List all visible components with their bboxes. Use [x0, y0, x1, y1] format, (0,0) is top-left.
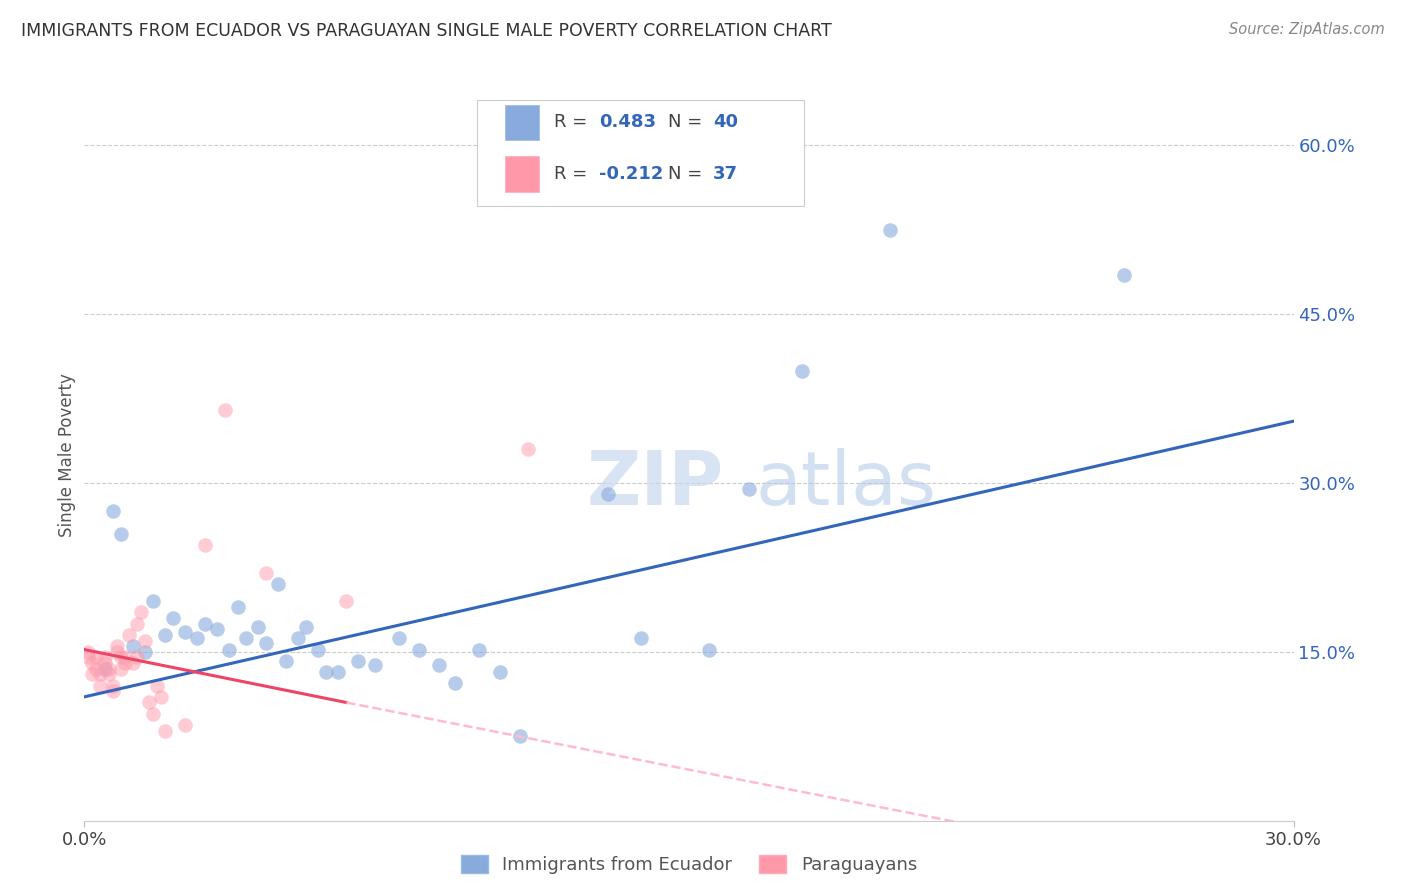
Text: R =: R =	[554, 165, 592, 183]
Point	[138, 696, 160, 710]
Point	[335, 594, 357, 608]
Point	[879, 223, 901, 237]
Point	[162, 611, 184, 625]
Point	[509, 729, 531, 743]
Point	[93, 662, 115, 676]
Point	[427, 658, 450, 673]
Text: N =: N =	[668, 113, 709, 131]
Text: Source: ZipAtlas.com: Source: ZipAtlas.com	[1229, 22, 1385, 37]
Point	[174, 718, 197, 732]
Point	[142, 706, 165, 721]
Text: IMMIGRANTS FROM ECUADOR VS PARAGUAYAN SINGLE MALE POVERTY CORRELATION CHART: IMMIGRANTS FROM ECUADOR VS PARAGUAYAN SI…	[21, 22, 832, 40]
Point	[186, 632, 208, 646]
Point	[134, 645, 156, 659]
FancyBboxPatch shape	[478, 100, 804, 206]
Point	[121, 656, 143, 670]
Point	[134, 633, 156, 648]
Point	[110, 650, 132, 665]
Point	[307, 642, 329, 657]
Point	[89, 667, 111, 681]
Text: 40: 40	[713, 113, 738, 131]
Point	[105, 645, 128, 659]
Point	[207, 623, 229, 637]
Point	[246, 620, 269, 634]
Point	[347, 654, 370, 668]
Point	[254, 636, 277, 650]
Point	[444, 676, 467, 690]
Point	[174, 624, 197, 639]
Point	[82, 656, 104, 670]
Point	[363, 658, 385, 673]
Point	[274, 654, 297, 668]
Point	[790, 363, 813, 377]
Point	[118, 628, 141, 642]
Point	[630, 632, 652, 646]
Point	[194, 538, 217, 552]
Point	[194, 616, 217, 631]
FancyBboxPatch shape	[505, 156, 538, 192]
Legend: Immigrants from Ecuador, Paraguayans: Immigrants from Ecuador, Paraguayans	[454, 847, 924, 881]
Point	[97, 662, 120, 676]
Point	[114, 656, 136, 670]
Point	[77, 650, 100, 665]
Point	[97, 667, 120, 681]
Point	[267, 577, 290, 591]
Point	[697, 642, 720, 657]
Point	[93, 656, 115, 670]
Point	[105, 639, 128, 653]
Point	[1114, 268, 1136, 282]
Point	[153, 628, 176, 642]
Point	[149, 690, 172, 704]
Point	[101, 679, 124, 693]
Point	[93, 650, 115, 665]
Point	[101, 504, 124, 518]
Point	[214, 403, 236, 417]
Point	[218, 642, 240, 657]
Point	[287, 632, 309, 646]
Point	[598, 487, 620, 501]
Point	[254, 566, 277, 580]
FancyBboxPatch shape	[505, 105, 538, 140]
Point	[295, 620, 318, 634]
Point	[146, 679, 169, 693]
Text: N =: N =	[668, 165, 709, 183]
Point	[110, 526, 132, 541]
Point	[328, 665, 350, 679]
Point	[408, 642, 430, 657]
Point	[516, 442, 538, 457]
Text: -0.212: -0.212	[599, 165, 664, 183]
Point	[125, 616, 148, 631]
Point	[82, 667, 104, 681]
Point	[153, 723, 176, 738]
Point	[468, 642, 491, 657]
Point	[226, 599, 249, 614]
Point	[315, 665, 337, 679]
Text: ZIP: ZIP	[586, 448, 724, 521]
Point	[142, 594, 165, 608]
Point	[129, 606, 152, 620]
Point	[86, 650, 108, 665]
Text: 0.483: 0.483	[599, 113, 657, 131]
Point	[388, 632, 411, 646]
Y-axis label: Single Male Poverty: Single Male Poverty	[58, 373, 76, 537]
Point	[121, 639, 143, 653]
Text: R =: R =	[554, 113, 592, 131]
Point	[114, 650, 136, 665]
Point	[89, 679, 111, 693]
Point	[125, 650, 148, 665]
Text: atlas: atlas	[755, 448, 936, 521]
Point	[101, 684, 124, 698]
Point	[86, 662, 108, 676]
Text: 37: 37	[713, 165, 738, 183]
Point	[488, 665, 510, 679]
Point	[738, 482, 761, 496]
Point	[110, 662, 132, 676]
Point	[77, 645, 100, 659]
Point	[235, 632, 257, 646]
